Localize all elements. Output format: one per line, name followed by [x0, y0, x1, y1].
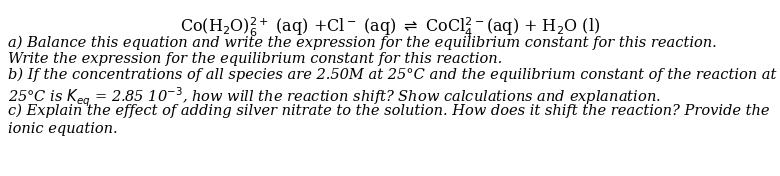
Text: b) If the concentrations of all species are 2.50M at 25°C and the equilibrium co: b) If the concentrations of all species …: [8, 68, 776, 82]
Text: ionic equation.: ionic equation.: [8, 122, 118, 136]
Text: c) Explain the effect of adding silver nitrate to the solution. How does it shif: c) Explain the effect of adding silver n…: [8, 104, 770, 118]
Text: a) Balance this equation and write the expression for the equilibrium constant f: a) Balance this equation and write the e…: [8, 36, 717, 50]
Text: Write the expression for the equilibrium constant for this reaction.: Write the expression for the equilibrium…: [8, 52, 502, 66]
Text: 25°C is $\mathit{K}_{eq}$ = 2.85 10$^{-3}$, how will the reaction shift? Show ca: 25°C is $\mathit{K}_{eq}$ = 2.85 10$^{-3…: [8, 86, 661, 109]
Text: Co(H$_2$O)$_6^{2+}$ (aq) +Cl$^-$ (aq) $\rightleftharpoons$ CoCl$_4^{2-}$(aq) + H: Co(H$_2$O)$_6^{2+}$ (aq) +Cl$^-$ (aq) $\…: [180, 16, 600, 39]
